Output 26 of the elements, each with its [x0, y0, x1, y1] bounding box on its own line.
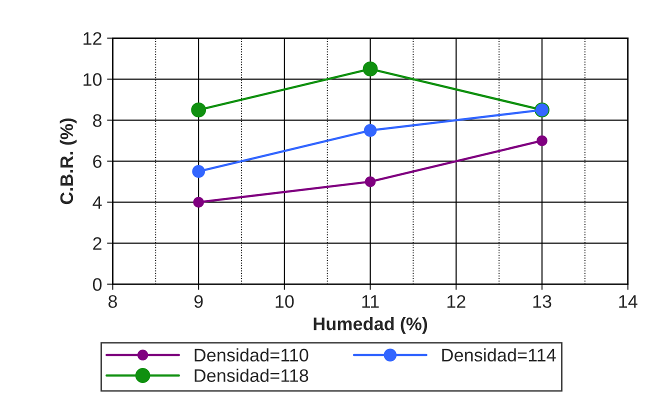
x-tick-label: 10	[276, 295, 294, 308]
point	[191, 102, 206, 118]
point	[364, 124, 377, 137]
point	[362, 61, 378, 76]
legend-label: Densidad=118	[194, 368, 308, 382]
y-tick-label: 10	[84, 73, 102, 86]
x-tick-label: 12	[447, 295, 466, 308]
y-axis-title: C.B.R. (%)	[60, 118, 77, 204]
y-tick-label: 12	[84, 32, 102, 45]
y-tick-label: 2	[93, 237, 102, 250]
x-tick-label: 8	[108, 295, 117, 308]
point	[536, 135, 548, 146]
y-tick-label: 0	[92, 278, 102, 291]
x-tick-label: 9	[194, 295, 203, 308]
legend-label: Densidad=114	[442, 348, 556, 362]
x-tick-label: 14	[619, 295, 638, 308]
y-tick-label: 8	[93, 114, 102, 127]
y-tick-label: 6	[93, 155, 102, 168]
y-tick-label: 4	[92, 196, 102, 209]
legend-label: Densidad=110	[194, 348, 308, 362]
point	[193, 196, 204, 208]
point	[192, 165, 205, 178]
point	[364, 176, 376, 188]
x-axis-title: Humedad (%)	[314, 317, 428, 334]
x-tick-label: 13	[533, 295, 552, 308]
x-tick-label: 11	[362, 295, 379, 308]
